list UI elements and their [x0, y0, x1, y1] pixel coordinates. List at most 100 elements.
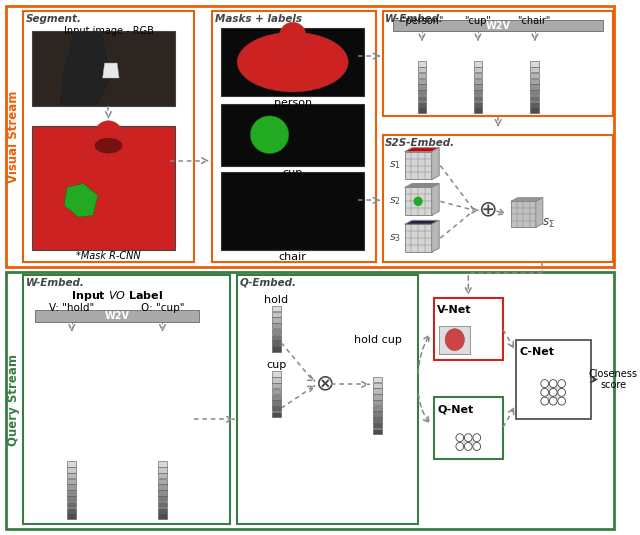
- Bar: [474, 67, 483, 72]
- Bar: [221, 28, 364, 96]
- Bar: [32, 31, 175, 106]
- Text: Input image - RGB: Input image - RGB: [63, 26, 154, 36]
- Circle shape: [541, 380, 548, 387]
- Ellipse shape: [445, 328, 465, 350]
- Bar: [418, 90, 426, 96]
- Bar: [272, 306, 281, 311]
- Bar: [373, 394, 382, 400]
- Bar: [418, 67, 426, 72]
- Bar: [418, 108, 426, 113]
- Text: W2V: W2V: [486, 21, 511, 30]
- Bar: [272, 377, 281, 383]
- Circle shape: [456, 442, 463, 450]
- Polygon shape: [431, 148, 439, 179]
- Circle shape: [558, 380, 566, 387]
- Bar: [272, 400, 281, 406]
- Bar: [237, 275, 418, 524]
- Polygon shape: [64, 184, 98, 217]
- Circle shape: [541, 388, 548, 396]
- Text: $s_2$: $s_2$: [389, 195, 401, 207]
- Bar: [67, 467, 76, 472]
- Text: W2V: W2V: [105, 311, 130, 321]
- Bar: [67, 479, 76, 484]
- Text: hold cup: hold cup: [354, 335, 401, 345]
- Text: Segment.: Segment.: [26, 14, 81, 24]
- Bar: [474, 79, 483, 84]
- Bar: [272, 329, 281, 334]
- Bar: [474, 85, 483, 90]
- Text: V: "hold": V: "hold": [49, 303, 95, 313]
- Polygon shape: [431, 184, 439, 215]
- Bar: [158, 502, 167, 507]
- Bar: [373, 400, 382, 406]
- Bar: [221, 104, 364, 165]
- Polygon shape: [404, 148, 439, 151]
- Bar: [531, 90, 539, 96]
- Bar: [474, 102, 483, 107]
- Bar: [404, 224, 431, 252]
- Text: Input $\it{VO}$ Label: Input $\it{VO}$ Label: [71, 289, 163, 303]
- Text: C-Net: C-Net: [520, 347, 554, 357]
- Polygon shape: [60, 31, 113, 106]
- Polygon shape: [536, 198, 543, 227]
- Text: O: "cup": O: "cup": [141, 303, 184, 313]
- Bar: [158, 467, 167, 472]
- Bar: [433, 298, 503, 360]
- Bar: [474, 96, 483, 101]
- Bar: [511, 201, 536, 227]
- Bar: [418, 79, 426, 84]
- Text: Closeness
score: Closeness score: [588, 369, 637, 390]
- Text: Q-Net: Q-Net: [437, 404, 474, 414]
- Polygon shape: [404, 184, 439, 187]
- Circle shape: [549, 397, 557, 405]
- Text: $\otimes$: $\otimes$: [316, 374, 334, 394]
- Circle shape: [473, 442, 481, 450]
- Bar: [418, 62, 426, 67]
- Bar: [272, 340, 281, 346]
- Bar: [272, 317, 281, 323]
- Bar: [272, 346, 281, 351]
- Circle shape: [465, 434, 472, 442]
- Circle shape: [558, 397, 566, 405]
- Bar: [158, 513, 167, 519]
- Ellipse shape: [250, 116, 289, 154]
- Polygon shape: [102, 63, 119, 78]
- Text: W-Embed.: W-Embed.: [26, 278, 84, 288]
- Circle shape: [473, 434, 481, 442]
- Ellipse shape: [95, 138, 122, 153]
- Bar: [404, 151, 431, 179]
- Bar: [373, 417, 382, 423]
- Text: $s_\Sigma$: $s_\Sigma$: [541, 217, 554, 230]
- Bar: [531, 67, 539, 72]
- Bar: [516, 340, 591, 419]
- Bar: [439, 326, 470, 354]
- Bar: [272, 323, 281, 328]
- Bar: [531, 102, 539, 107]
- Bar: [373, 423, 382, 429]
- Bar: [373, 388, 382, 394]
- Bar: [272, 383, 281, 388]
- Bar: [474, 73, 483, 78]
- Bar: [531, 79, 539, 84]
- Bar: [67, 496, 76, 501]
- Bar: [32, 126, 175, 250]
- Bar: [373, 383, 382, 388]
- Text: V-Net: V-Net: [437, 305, 472, 315]
- Bar: [531, 108, 539, 113]
- Bar: [272, 311, 281, 317]
- Bar: [531, 73, 539, 78]
- Bar: [433, 398, 503, 459]
- Bar: [67, 513, 76, 519]
- Circle shape: [541, 397, 548, 405]
- Bar: [272, 335, 281, 340]
- Circle shape: [94, 121, 123, 151]
- Text: $\oplus$: $\oplus$: [478, 200, 497, 220]
- Circle shape: [549, 388, 557, 396]
- Bar: [531, 85, 539, 90]
- Circle shape: [549, 380, 557, 387]
- Ellipse shape: [237, 32, 348, 92]
- Bar: [67, 461, 76, 467]
- Polygon shape: [431, 220, 439, 252]
- Bar: [418, 102, 426, 107]
- Bar: [212, 11, 376, 262]
